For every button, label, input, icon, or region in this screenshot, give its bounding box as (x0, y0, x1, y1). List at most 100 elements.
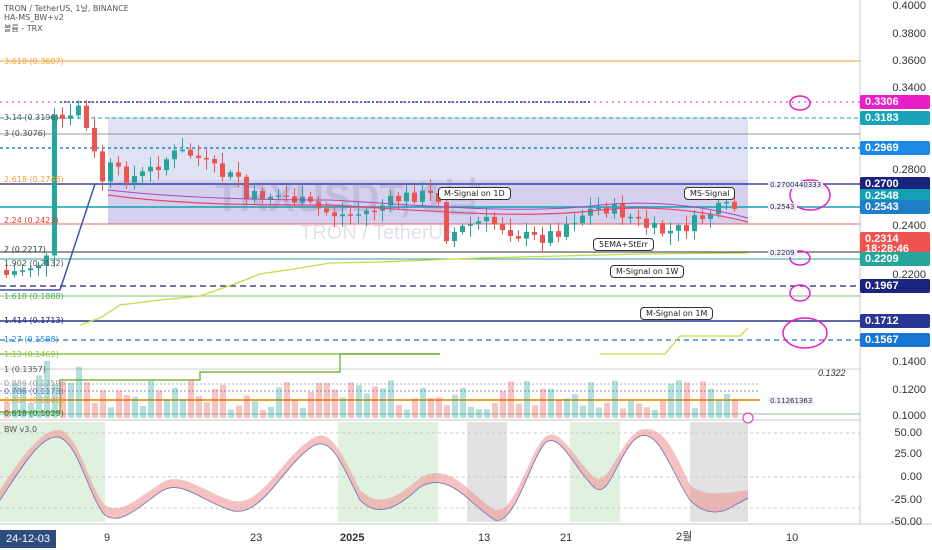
fib-level-label: 1.27 (0.1588) (4, 335, 59, 344)
price-tag: 0.2548 (860, 189, 930, 203)
candle-body (132, 176, 137, 183)
osc-axis-label: 25.00 (894, 448, 922, 460)
candle-body (124, 166, 129, 183)
marker-circle (789, 179, 831, 211)
candle-body (444, 202, 449, 242)
candle-body (260, 191, 265, 200)
price-axis-label: 0.1200 (892, 384, 926, 396)
volume-bar (372, 386, 378, 418)
candle-body (540, 234, 545, 243)
candle-body (156, 166, 161, 171)
volume-bar (596, 407, 602, 418)
alert-icon[interactable] (742, 412, 754, 424)
volume-bar (108, 407, 114, 418)
candle-body (244, 176, 249, 200)
candle-body (60, 114, 65, 119)
candle-body (724, 201, 729, 204)
volume-bar (52, 384, 58, 418)
volume-bar (132, 396, 138, 418)
callout-m-signal-1m[interactable]: M-Signal on 1M (640, 307, 714, 320)
candle-body (532, 231, 537, 235)
volume-bar (316, 382, 322, 418)
ms-line (107, 189, 749, 219)
volume-bar (220, 385, 226, 418)
indicator-label[interactable]: HA-MS_BW+v2 (4, 13, 64, 22)
volume-bar (660, 400, 666, 418)
volume-bar (468, 406, 474, 418)
candle-body (164, 159, 169, 171)
volume-bar (124, 395, 130, 418)
volume-bar (252, 401, 258, 418)
volume-bar (76, 366, 82, 418)
volume-bar (500, 391, 506, 418)
osc-axis-label: 50.00 (894, 427, 922, 439)
volume-bar (548, 388, 554, 418)
oscillator-title[interactable]: BW v3.0 (4, 425, 38, 434)
candle-body (516, 236, 521, 239)
volume-bar (308, 391, 314, 418)
candle-body (700, 215, 705, 219)
volume-bar (580, 405, 586, 418)
volume-bar (284, 382, 290, 418)
callout-ms-signal[interactable]: MS-Signal (684, 187, 736, 200)
fib-level-label: 3.618 (0.3607) (4, 57, 64, 66)
price-tag: 0.2700 (860, 177, 930, 191)
volume-bar (700, 381, 706, 418)
volume-bar (540, 388, 546, 418)
price-axis-label: 0.3400 (892, 82, 926, 94)
volume-bar (732, 399, 738, 418)
volume-bar (692, 408, 698, 418)
volume-bar (516, 403, 522, 418)
candle-body (20, 270, 25, 272)
candle-body (684, 225, 689, 232)
volume-indicator-label[interactable]: 볼륨 - TRX (4, 24, 43, 33)
candle-body (340, 214, 345, 217)
candle-body (468, 224, 473, 226)
volume-bar (412, 398, 418, 418)
candle-body (692, 215, 697, 232)
callout-m-signal-1w[interactable]: M-Signal on 1W (610, 265, 685, 278)
candle-body (732, 201, 737, 209)
volume-bar (556, 399, 562, 418)
volume-bar (420, 387, 426, 418)
symbol-info[interactable]: TRON / TetherUS, 1날, BINANCE (4, 4, 129, 13)
volume-bar (60, 381, 66, 418)
volume-bar (388, 380, 394, 418)
value-label: 0.2700440333 (768, 181, 824, 189)
candle-body (636, 216, 641, 219)
volume-bar (12, 383, 18, 418)
ema-line (107, 194, 749, 223)
candle-body (604, 207, 609, 214)
candle-body (556, 231, 561, 237)
candle-body (28, 268, 33, 271)
volume-bar (4, 402, 10, 418)
ms-band (108, 180, 748, 224)
volume-bar (508, 381, 514, 418)
volume-bar (212, 389, 218, 418)
time-axis-label: 23 (250, 532, 263, 544)
volume-bar (724, 394, 730, 418)
candle-body (236, 172, 241, 177)
volume-bar (28, 402, 34, 418)
volume-bar (332, 389, 338, 418)
candle-body (76, 105, 81, 116)
volume-bar (380, 388, 386, 418)
volume-bar (340, 397, 346, 418)
candle-body (92, 127, 97, 152)
fib-level-label: 1.902 (0.2132) (4, 259, 64, 268)
candle-body (348, 214, 353, 216)
callout-m-signal-1d[interactable]: M-Signal on 1D (438, 187, 511, 200)
volume-bar (636, 403, 642, 418)
candle-body (4, 270, 9, 275)
marker-circle (789, 95, 811, 111)
volume-bar (428, 398, 434, 418)
volume-bar (460, 387, 466, 418)
volume-bar (620, 408, 626, 418)
candle-body (668, 230, 673, 234)
osc-axis-label: -25.00 (890, 494, 922, 506)
volume-bars (4, 360, 738, 418)
price-axis-label: 0.3800 (892, 28, 926, 40)
callout-ema-sterr[interactable]: 5EMA+StErr (593, 238, 654, 251)
time-axis-label: 9 (104, 532, 111, 544)
